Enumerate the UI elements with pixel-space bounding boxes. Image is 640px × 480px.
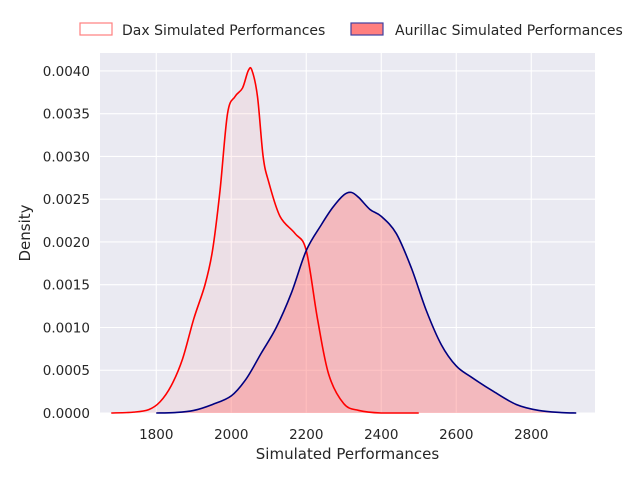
y-tick-label: 0.0025 — [43, 192, 90, 208]
y-tick-labels: 0.0000 0.0005 0.0010 0.0015 0.0020 0.0025 0.00… — [43, 64, 90, 422]
x-tick-label: 2200 — [289, 427, 323, 443]
grid-lines — [100, 53, 595, 414]
y-tick-label: 0.0010 — [43, 320, 90, 336]
dax-density-line — [111, 66, 419, 414]
legend-label-dax: Dax Simulated Performances — [122, 23, 325, 39]
y-tick-label: 0.0020 — [43, 235, 90, 251]
series-layer — [111, 66, 577, 414]
legend-label-aurillac: Aurillac Simulated Performances — [395, 23, 623, 39]
x-tick-label: 2400 — [364, 427, 398, 443]
x-tick-label: 1800 — [139, 427, 173, 443]
y-tick-label: 0.0030 — [43, 149, 90, 165]
aurillac-density-line — [156, 191, 577, 414]
y-tick-label: 0.0015 — [43, 278, 90, 294]
y-axis-label: Density — [16, 204, 34, 261]
x-axis-label: Simulated Performances — [256, 445, 440, 463]
x-tick-label: 2600 — [439, 427, 473, 443]
y-tick-label: 0.0035 — [43, 107, 90, 123]
x-tick-label: 2000 — [214, 427, 248, 443]
plot-area — [100, 53, 595, 413]
legend-swatch-aurillac — [350, 22, 384, 36]
legend-swatch-dax — [79, 22, 113, 36]
dax-density-area — [111, 67, 419, 414]
y-tick-label: 0.0040 — [43, 64, 90, 80]
y-tick-label: 0.0000 — [43, 406, 90, 422]
x-tick-labels: 1800 2000 2200 2400 2600 2800 — [139, 427, 548, 443]
legend: Dax Simulated Performances Aurillac Simul… — [79, 22, 623, 39]
x-tick-label: 2800 — [514, 427, 548, 443]
y-tick-label: 0.0005 — [43, 363, 90, 379]
aurillac-density-area — [156, 192, 577, 413]
